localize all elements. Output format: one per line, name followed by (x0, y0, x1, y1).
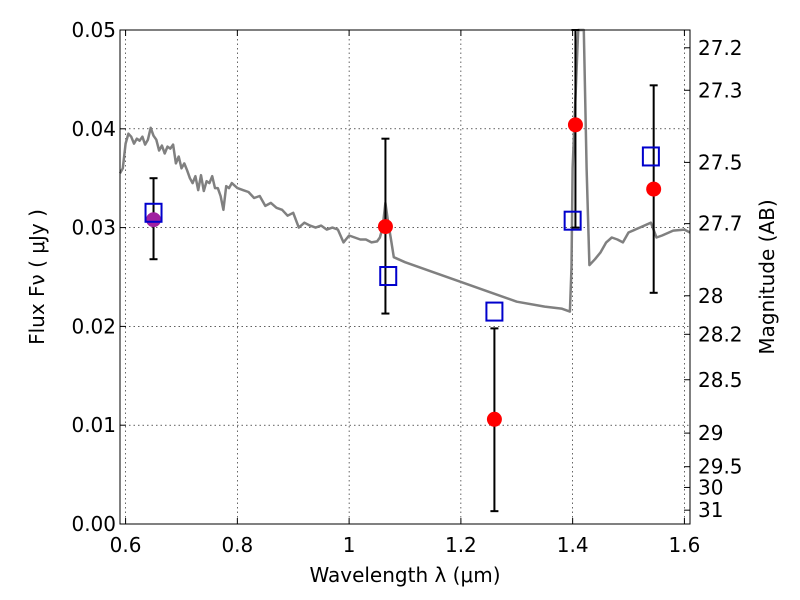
model-point (485, 301, 504, 322)
y-tick-label: 0.00 (71, 512, 116, 536)
x-tick-label: 0.8 (221, 533, 253, 557)
observed-point (567, 117, 583, 133)
observed-point (486, 411, 502, 427)
axis-ticks: 0.6 0.8 1 1.2 1.4 1.6 0.00 0.01 0.02 0.03 0.04 0.05… (71, 18, 742, 557)
x-tick-label: 0.6 (110, 533, 142, 557)
y-tick-label: 0.04 (71, 117, 116, 141)
mag-tick-label: 29.5 (698, 455, 743, 479)
x-tick-label: 1.6 (669, 533, 701, 557)
mag-tick-label: 27.5 (698, 150, 743, 174)
y-axis-label: Flux Fν ( μJy ) (25, 209, 49, 345)
marker-layer (144, 117, 662, 427)
model-point (563, 210, 582, 231)
mag-tick-label: 27.2 (698, 36, 743, 60)
x-axis-label: Wavelength λ (μm) (309, 563, 500, 587)
y-tick-label: 0.03 (71, 216, 116, 240)
mag-tick-label: 29 (698, 421, 723, 445)
observed-point (146, 212, 162, 228)
y-tick-label: 0.02 (71, 314, 116, 338)
mag-tick-label: 30 (698, 475, 723, 499)
observed-point (377, 219, 393, 235)
x-tick-label: 1.2 (445, 533, 477, 557)
model-point (379, 266, 398, 287)
model-point (641, 146, 660, 167)
x-tick-label: 1.4 (557, 533, 589, 557)
x-tick-label: 1 (343, 533, 356, 557)
mag-tick-label: 28.5 (698, 368, 743, 392)
mag-tick-label: 27.3 (698, 78, 743, 102)
model-point (144, 202, 163, 223)
mag-tick-label: 28 (698, 284, 723, 308)
y-tick-label: 0.01 (71, 413, 116, 437)
y-tick-label: 0.05 (71, 18, 116, 42)
y2-axis-label: Magnitude (AB) (755, 199, 779, 354)
plot-frame (119, 29, 691, 525)
mag-tick-label: 31 (698, 498, 723, 522)
mag-tick-label: 27.7 (698, 212, 743, 236)
observed-point (646, 181, 662, 197)
mag-tick-label: 28.2 (698, 322, 743, 346)
